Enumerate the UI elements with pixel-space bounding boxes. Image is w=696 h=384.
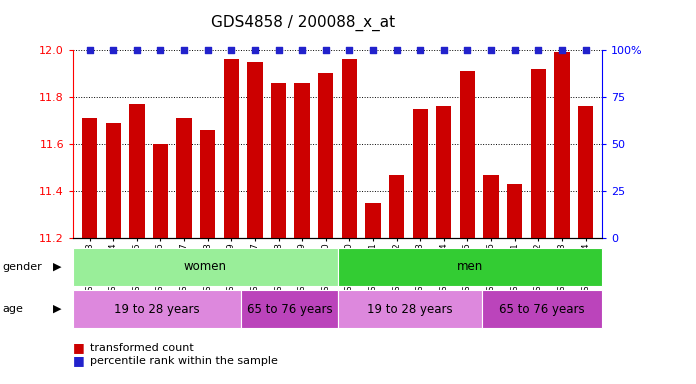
Bar (247, 62, 262, 238)
Bar (554, 52, 569, 238)
Text: GDS4858 / 200088_x_at: GDS4858 / 200088_x_at (211, 15, 395, 31)
Text: ▶: ▶ (53, 304, 61, 314)
Point (486, 47, 497, 53)
Point (155, 47, 166, 53)
Bar (106, 123, 121, 238)
Point (532, 47, 544, 53)
Bar (271, 83, 286, 238)
Point (391, 47, 402, 53)
Point (509, 47, 520, 53)
Bar (318, 73, 333, 238)
Text: 65 to 76 years: 65 to 76 years (246, 303, 332, 316)
Bar (129, 104, 145, 238)
Text: 19 to 28 years: 19 to 28 years (367, 303, 452, 316)
Bar (460, 71, 475, 238)
Point (226, 47, 237, 53)
Point (296, 47, 308, 53)
Bar (484, 175, 499, 238)
Text: 65 to 76 years: 65 to 76 years (499, 303, 585, 316)
Bar (365, 203, 381, 238)
Point (367, 47, 379, 53)
Text: age: age (2, 304, 23, 314)
Point (273, 47, 284, 53)
Point (84, 47, 95, 53)
Point (462, 47, 473, 53)
Bar (530, 69, 546, 238)
Text: ■: ■ (73, 354, 85, 367)
Text: gender: gender (2, 262, 42, 272)
Point (202, 47, 213, 53)
Bar (436, 106, 452, 238)
Point (438, 47, 450, 53)
Text: men: men (457, 260, 483, 273)
Point (249, 47, 260, 53)
Bar (578, 106, 593, 238)
Bar (82, 118, 97, 238)
Bar (223, 60, 239, 238)
Point (344, 47, 355, 53)
Bar (200, 130, 215, 238)
Point (415, 47, 426, 53)
Bar (413, 109, 428, 238)
Bar (153, 144, 168, 238)
Point (108, 47, 119, 53)
Bar (389, 175, 404, 238)
Bar (342, 60, 357, 238)
Point (178, 47, 189, 53)
Text: ▶: ▶ (53, 262, 61, 272)
Bar (294, 83, 310, 238)
Bar (176, 118, 191, 238)
Point (580, 47, 591, 53)
Text: ■: ■ (73, 341, 85, 354)
Point (556, 47, 567, 53)
Text: percentile rank within the sample: percentile rank within the sample (90, 356, 278, 366)
Point (320, 47, 331, 53)
Bar (507, 184, 522, 238)
Point (132, 47, 143, 53)
Text: transformed count: transformed count (90, 343, 194, 353)
Text: women: women (184, 260, 227, 273)
Text: 19 to 28 years: 19 to 28 years (114, 303, 200, 316)
